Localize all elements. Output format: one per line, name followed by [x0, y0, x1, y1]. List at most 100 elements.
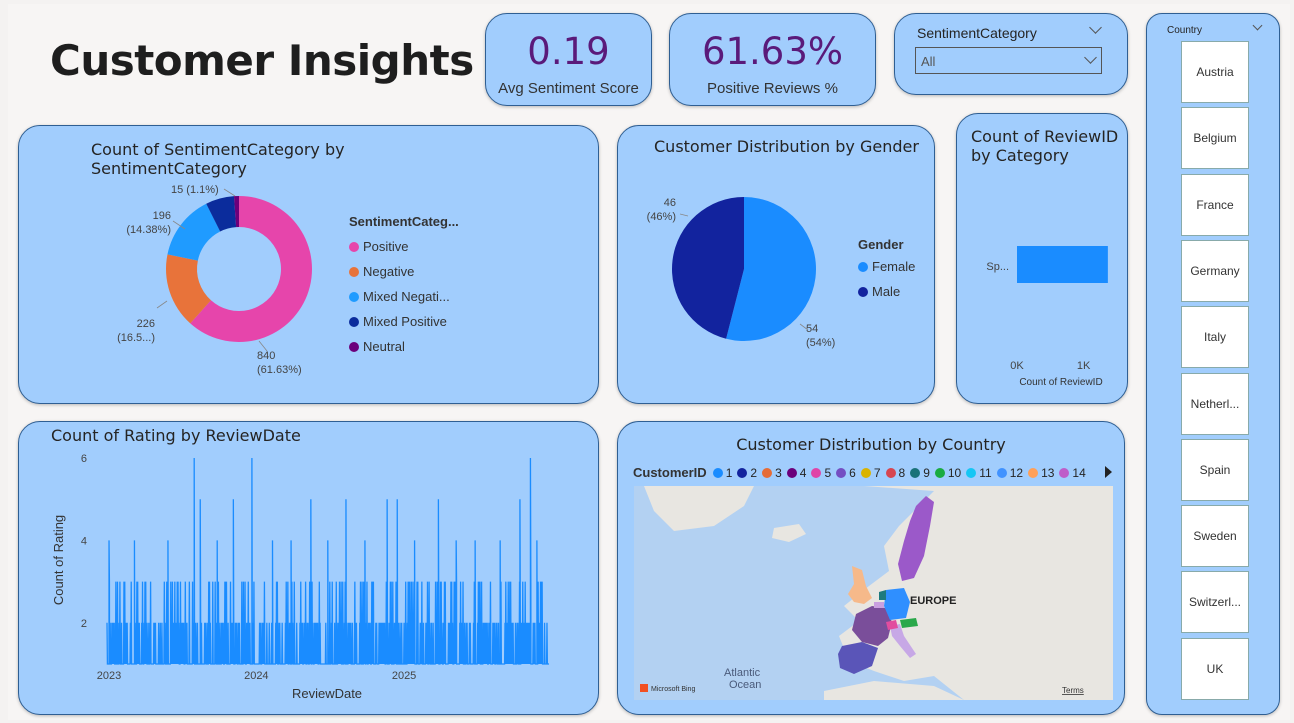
legend-item[interactable]: 14: [1059, 465, 1086, 480]
region-label: EUROPE: [910, 595, 956, 607]
chevron-down-icon[interactable]: [1089, 21, 1102, 34]
donut-legend: SentimentCateg... Positive Negative Mixed …: [349, 214, 459, 359]
bar[interactable]: [1017, 246, 1108, 283]
donut-slice[interactable]: [190, 196, 312, 342]
legend-dot-icon: [966, 467, 977, 478]
legend-dot-icon: [762, 467, 773, 478]
chart-title: Count of Rating by ReviewDate: [51, 426, 301, 445]
legend-dot-icon: [349, 291, 359, 302]
region-sweden: [898, 496, 934, 581]
chart-title: Count of ReviewID by Category: [971, 127, 1119, 165]
x-tick-label: 1K: [1077, 360, 1091, 372]
legend-dot-icon: [858, 261, 868, 272]
legend-label: 14: [1072, 465, 1086, 480]
legend-item[interactable]: 8: [885, 466, 905, 480]
legend-item[interactable]: Negative: [349, 259, 459, 284]
legend-label: Male: [872, 284, 901, 299]
sentiment-dropdown[interactable]: All: [915, 47, 1102, 74]
chevron-down-icon: [1084, 51, 1097, 64]
kpi-label: Positive Reviews %: [707, 80, 838, 97]
legend-item[interactable]: Mixed Negati...: [349, 284, 459, 309]
chart-title: Count of SentimentCategory by SentimentC…: [91, 140, 345, 178]
data-label-pct: (16.5...): [117, 332, 155, 344]
donut-slice[interactable]: [233, 196, 239, 228]
page-title: Customer Insights: [50, 36, 474, 85]
sentiment-slicer[interactable]: SentimentCategory All: [894, 13, 1128, 95]
legend-item[interactable]: 10: [934, 466, 961, 480]
legend-item[interactable]: 12: [996, 466, 1023, 480]
legend-items: 1 2 3 4 5 6 7 8 9 10 11 12 13 14: [712, 465, 1091, 480]
country-option[interactable]: Switzerl...: [1181, 571, 1249, 634]
country-option[interactable]: Austria: [1181, 41, 1249, 103]
legend-item[interactable]: Positive: [349, 234, 459, 259]
country-option[interactable]: Germany: [1181, 239, 1249, 302]
y-tick-label: 4: [81, 535, 87, 547]
kpi-avg-sentiment-card[interactable]: 0.19 Avg Sentiment Score: [485, 13, 652, 106]
slicer-title: SentimentCategory: [917, 25, 1037, 41]
kpi-positive-reviews-card[interactable]: 61.63% Positive Reviews %: [669, 13, 876, 106]
legend-item[interactable]: 13: [1028, 466, 1054, 480]
legend-item[interactable]: 11: [966, 466, 992, 480]
legend-dot-icon: [996, 467, 1007, 478]
legend-item[interactable]: 2: [737, 466, 757, 480]
bing-logo-icon: [640, 684, 648, 692]
legend-item[interactable]: Neutral: [349, 334, 459, 359]
category-bar-chart: Sp... 0K 1K Count of ReviewID: [986, 246, 1108, 388]
legend-item[interactable]: Female: [858, 254, 915, 279]
legend-item[interactable]: 5: [811, 466, 831, 480]
legend-item[interactable]: 9: [910, 466, 930, 480]
legend-title: SentimentCateg...: [349, 214, 459, 229]
label-leader-line: [156, 300, 168, 309]
legend-label: 2: [750, 465, 758, 480]
country-slicer[interactable]: Country Austria Belgium France Germany Italy…: [1146, 13, 1280, 715]
region-france: [852, 606, 892, 646]
y-tick-label: 2: [81, 618, 87, 630]
legend-label: 7: [873, 465, 881, 480]
region-belgium: [874, 602, 884, 608]
legend-dot-icon: [1028, 467, 1039, 478]
ocean-label: Atlantic: [724, 667, 761, 679]
series-line[interactable]: [106, 457, 549, 665]
donut-slice[interactable]: [167, 203, 221, 261]
data-label-pct: (54%): [806, 337, 835, 349]
y-tick-label: 6: [81, 453, 87, 465]
donut-slice[interactable]: [165, 254, 211, 324]
legend-dot-icon: [737, 467, 748, 478]
country-option[interactable]: Sweden: [1181, 505, 1249, 568]
data-label: 54: [806, 323, 818, 335]
legend-next-icon[interactable]: [1105, 466, 1112, 478]
pie-slice[interactable]: [726, 197, 816, 341]
legend-item[interactable]: 3: [762, 466, 782, 480]
slicer-title: Country: [1167, 25, 1203, 36]
country-option[interactable]: Netherl...: [1181, 372, 1249, 435]
legend-dot-icon: [836, 467, 847, 478]
map-terms-link[interactable]: Terms: [1062, 686, 1084, 695]
donut-slice[interactable]: [206, 196, 237, 232]
data-label: 15 (1.1%): [171, 184, 219, 196]
country-option[interactable]: Italy: [1181, 306, 1249, 369]
data-label-pct: (14.38%): [126, 224, 171, 236]
pie-slice[interactable]: [672, 197, 744, 339]
dropdown-value: All: [921, 54, 936, 69]
land-greenland: [644, 486, 754, 531]
y-axis-label: Count of Rating: [51, 515, 66, 605]
x-tick-label: 2024: [244, 670, 268, 682]
legend-item[interactable]: 7: [860, 465, 881, 480]
x-axis-label: Count of ReviewID: [1019, 377, 1102, 388]
legend-label: Neutral: [363, 339, 405, 354]
map-legend: CustomerID 1 2 3 4 5 6 7 8 9 10 11 12 13 14: [633, 465, 1113, 480]
legend-items: Positive Negative Mixed Negati... Mixed Pos…: [349, 234, 459, 359]
country-option[interactable]: Belgium: [1181, 107, 1249, 170]
legend-item[interactable]: Male: [858, 279, 915, 304]
legend-item[interactable]: Mixed Positive: [349, 309, 459, 334]
country-option[interactable]: Spain: [1181, 438, 1249, 501]
legend-item[interactable]: 1: [712, 466, 732, 480]
europe-map[interactable]: EUROPE Atlantic Ocean Microsoft Bing Ter…: [634, 486, 1113, 700]
legend-item[interactable]: 6: [836, 466, 856, 480]
country-option[interactable]: UK: [1181, 637, 1249, 700]
land-africa: [824, 681, 964, 700]
country-option[interactable]: France: [1181, 173, 1249, 236]
legend-dot-icon: [349, 341, 359, 352]
legend-item[interactable]: 4: [786, 466, 806, 480]
chevron-down-icon[interactable]: [1252, 20, 1263, 31]
